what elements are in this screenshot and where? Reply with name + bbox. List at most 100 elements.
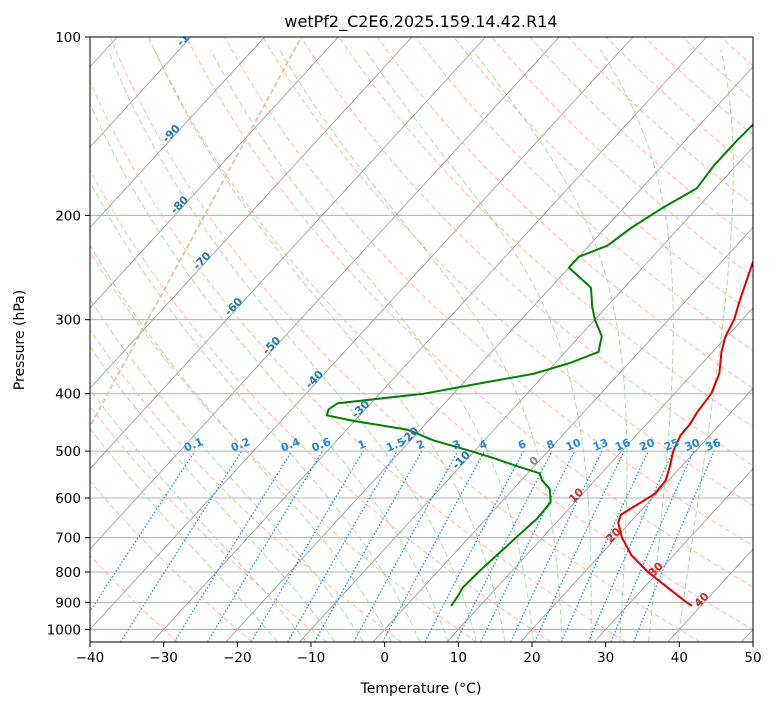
x-tick-label: 20 [523, 650, 540, 666]
isotherm-line [90, 37, 486, 470]
mixing-ratio-label: 16 [613, 436, 632, 454]
mixing-ratio-label: 8 [545, 437, 557, 452]
moist-adiabat-line [599, 49, 674, 642]
dry-adiabat-line [491, 37, 753, 278]
isotherm-line [90, 37, 413, 389]
moist-adiabat-line [677, 49, 734, 642]
moist-adiabat-line [153, 49, 506, 642]
isotherm-line [90, 37, 339, 309]
dry-adiabat-line [90, 80, 626, 642]
x-tick-label: 50 [744, 650, 761, 666]
mixing-ratio-line [90, 450, 196, 613]
mixing-ratio-label: 10 [564, 436, 583, 454]
y-tick-label: 300 [55, 313, 81, 329]
dry-adiabat-line [90, 480, 253, 642]
moist-adiabat-line [364, 49, 592, 642]
y-tick-label: 800 [55, 565, 81, 581]
x-axis-label: Temperature (°C) [360, 681, 482, 697]
mixing-ratio-line [287, 450, 398, 642]
dry-adiabat-line [376, 37, 753, 389]
plot-frame [89, 36, 754, 643]
y-tick-label: 600 [55, 491, 81, 507]
moist-adiabat-line [90, 346, 336, 642]
mixing-ratio-line [353, 450, 459, 642]
isotherm-line [90, 37, 560, 550]
reference-curve [90, 37, 303, 429]
y-tick-label: 500 [55, 444, 81, 460]
moist-adiabat-line [278, 49, 563, 642]
adiabat-label: -100 [174, 20, 203, 49]
dry-adiabat-line [453, 37, 753, 314]
mixing-ratio-label: 3 [451, 437, 463, 452]
mixing-ratio-line [382, 450, 486, 642]
isotherm-line [372, 226, 753, 642]
dry-adiabat-line [224, 37, 753, 547]
moist-adiabat-line [90, 244, 393, 642]
dry-adiabat-line [338, 37, 753, 428]
chart-title: wetPf2_C2E6.2025.159.14.42.R14 [284, 12, 557, 32]
background-lines [90, 37, 753, 642]
mixing-ratio-label: 30 [683, 436, 702, 454]
x-tick-label: 40 [671, 650, 688, 666]
moist-adiabat-line [90, 180, 421, 642]
isotherm-line [225, 66, 753, 642]
mixing-ratio-line [534, 450, 625, 642]
plot-area: 0.10.20.40.611.52346810131620253036-100-… [90, 20, 753, 642]
moist-adiabat-line [90, 388, 307, 642]
y-tick-label: 400 [55, 387, 81, 403]
mixing-ratio-line [206, 450, 324, 642]
x-tick-label: 0 [380, 650, 389, 666]
moist-adiabat-line [210, 49, 534, 642]
mixing-ratio-line [119, 450, 243, 642]
dry-adiabat-line [90, 405, 328, 642]
dry-adiabat-line [567, 37, 753, 206]
dry-adiabat-line [90, 168, 552, 642]
x-tick-label: −10 [297, 650, 326, 666]
moist-adiabat-line [90, 102, 449, 642]
isotherm-line [593, 468, 753, 642]
y-axis: 100 200 300 400 500 600 700 800 900 1000 [47, 30, 90, 638]
y-axis-label: Pressure (hPa) [12, 290, 28, 390]
x-tick-label: −40 [76, 650, 105, 666]
moist-adiabat-line [90, 427, 278, 642]
x-tick-label: −20 [223, 650, 252, 666]
mixing-ratio-label: 25 [662, 436, 681, 454]
mixing-ratio-line [424, 450, 524, 642]
moist-adiabat-line [90, 298, 364, 642]
y-tick-label: 1000 [47, 622, 81, 638]
x-tick-label: 30 [597, 650, 614, 666]
x-tick-label: −30 [149, 650, 178, 666]
y-tick-label: 200 [55, 208, 81, 224]
dewpoint-profile [325, 123, 753, 607]
dry-adiabat-line [109, 37, 701, 642]
dry-adiabat-line [147, 37, 753, 630]
y-tick-label: 900 [55, 595, 81, 611]
series-layer [325, 123, 753, 607]
mixing-ratio-label: 13 [591, 436, 610, 454]
mixing-ratio-label: 1 [356, 437, 368, 452]
dry-adiabat-line [262, 37, 753, 507]
mixing-ratio-line [455, 450, 553, 642]
dry-adiabat-line [186, 37, 753, 588]
isotherm-line [151, 37, 707, 642]
moist-adiabat-line [472, 49, 628, 642]
isotherm-line [299, 146, 753, 642]
isotherm-line [520, 387, 753, 642]
mixing-ratio-label: 36 [703, 436, 722, 454]
mixing-ratio-line [173, 450, 293, 642]
x-tick-label: 10 [450, 650, 467, 666]
isotherm-line [90, 37, 192, 148]
mixing-ratio-line [314, 450, 423, 642]
x-axis: −40 −30 −20 −10 0 10 20 30 40 50 [76, 642, 762, 666]
grid-layer [90, 37, 753, 642]
mixing-ratio-line [510, 450, 603, 642]
mixing-ratio-label: 2 [414, 437, 426, 452]
y-tick-label: 100 [55, 30, 81, 46]
mixing-ratio-line [480, 450, 576, 642]
mixing-ratio-line [633, 450, 715, 642]
temperature-profile [617, 260, 753, 607]
isotherm-line [90, 37, 634, 631]
mixing-ratio-label: 20 [638, 436, 657, 454]
